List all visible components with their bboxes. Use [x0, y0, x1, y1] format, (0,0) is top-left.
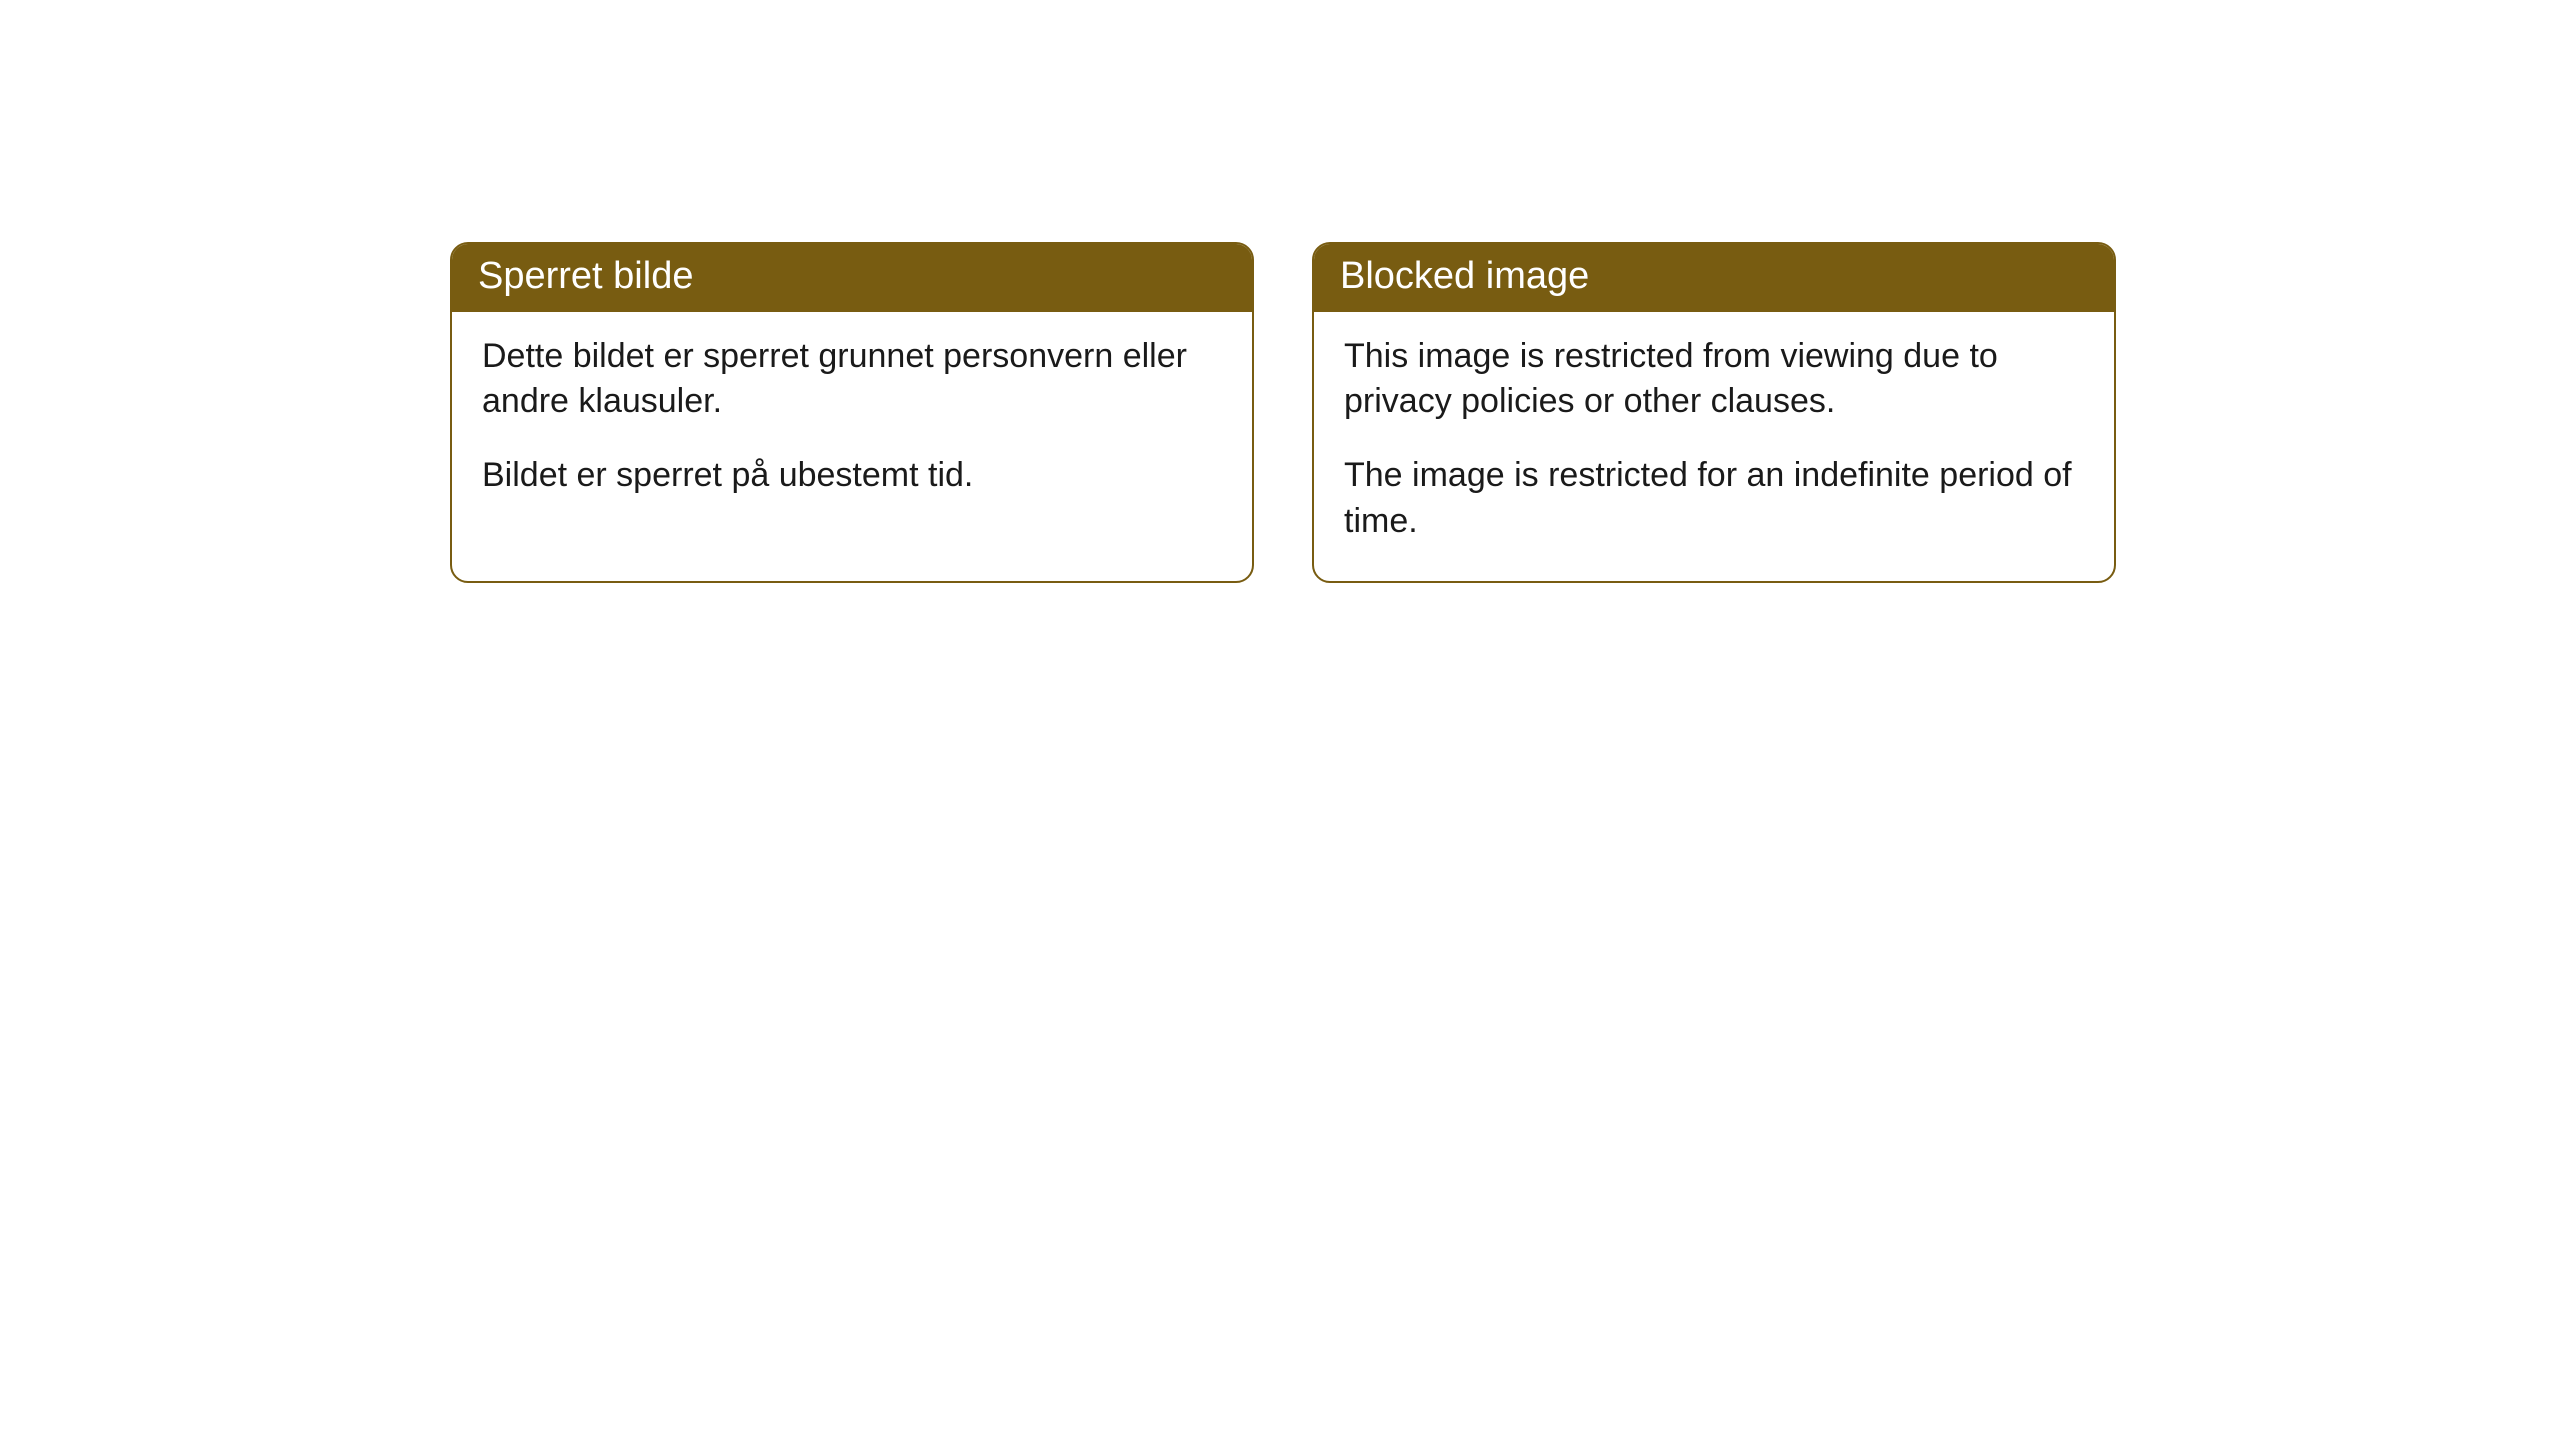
card-body: Dette bildet er sperret grunnet personve…	[452, 312, 1252, 536]
card-paragraph-1: Dette bildet er sperret grunnet personve…	[482, 334, 1222, 426]
blocked-image-card-norwegian: Sperret bilde Dette bildet er sperret gr…	[450, 242, 1254, 583]
card-body: This image is restricted from viewing du…	[1314, 312, 2114, 582]
card-title: Blocked image	[1340, 255, 1589, 297]
blocked-image-card-english: Blocked image This image is restricted f…	[1312, 242, 2116, 583]
card-title: Sperret bilde	[478, 255, 693, 297]
card-header: Blocked image	[1314, 244, 2114, 312]
card-paragraph-1: This image is restricted from viewing du…	[1344, 334, 2084, 426]
card-header: Sperret bilde	[452, 244, 1252, 312]
cards-container: Sperret bilde Dette bildet er sperret gr…	[450, 242, 2116, 583]
card-paragraph-2: The image is restricted for an indefinit…	[1344, 453, 2084, 545]
card-paragraph-2: Bildet er sperret på ubestemt tid.	[482, 453, 1222, 499]
